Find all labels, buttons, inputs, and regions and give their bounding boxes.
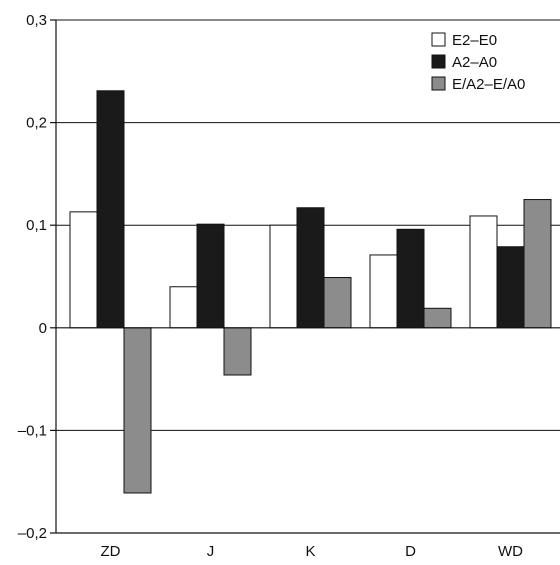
y-tick-label: 0,3 [26, 12, 47, 29]
y-tick-label: –0,2 [18, 525, 47, 542]
bar-k-series-1 [269, 224, 298, 329]
bars [69, 90, 552, 494]
bar-zd-series-2 [96, 90, 125, 329]
bar-zd-series-3 [123, 327, 152, 494]
x-tick-label: D [405, 543, 416, 560]
bar-wd-series-3 [523, 199, 552, 329]
bar-j-series-3 [223, 327, 252, 376]
legend-swatch [431, 32, 446, 47]
bar-k-series-3 [323, 277, 352, 329]
legend: E2–E0 A2–A0 E/A2–E/A0 [431, 32, 525, 93]
bar-d-series-3 [423, 307, 452, 329]
y-tick-labels: –0,2 –0,1 0 0,1 0,2 0,3 [18, 12, 56, 542]
y-tick-label: –0,1 [18, 422, 47, 439]
x-tick-label: WD [498, 543, 523, 560]
bar-wd-series-2 [496, 246, 525, 329]
bar-k-series-2 [296, 207, 325, 329]
legend-swatch [431, 76, 446, 91]
bar-d-series-2 [396, 228, 425, 329]
legend-label: E2–E0 [452, 32, 497, 49]
y-tick-label: 0 [39, 320, 47, 337]
x-tick-label: ZD [101, 543, 121, 560]
x-tick-label: J [207, 543, 215, 560]
y-tick-label: 0,2 [26, 115, 47, 132]
bar-j-series-2 [196, 223, 225, 329]
x-tick-label: K [305, 543, 315, 560]
legend-label: A2–A0 [452, 54, 497, 71]
x-tick-labels: ZD J K D WD [101, 543, 524, 560]
legend-swatch [431, 54, 446, 69]
bar-zd-series-1 [69, 211, 98, 329]
bar-j-series-1 [169, 286, 198, 329]
legend-label: E/A2–E/A0 [452, 76, 525, 93]
bar-d-series-1 [369, 254, 398, 329]
bar-wd-series-1 [469, 215, 498, 329]
y-tick-label: 0,1 [26, 217, 47, 234]
axes [55, 20, 560, 534]
